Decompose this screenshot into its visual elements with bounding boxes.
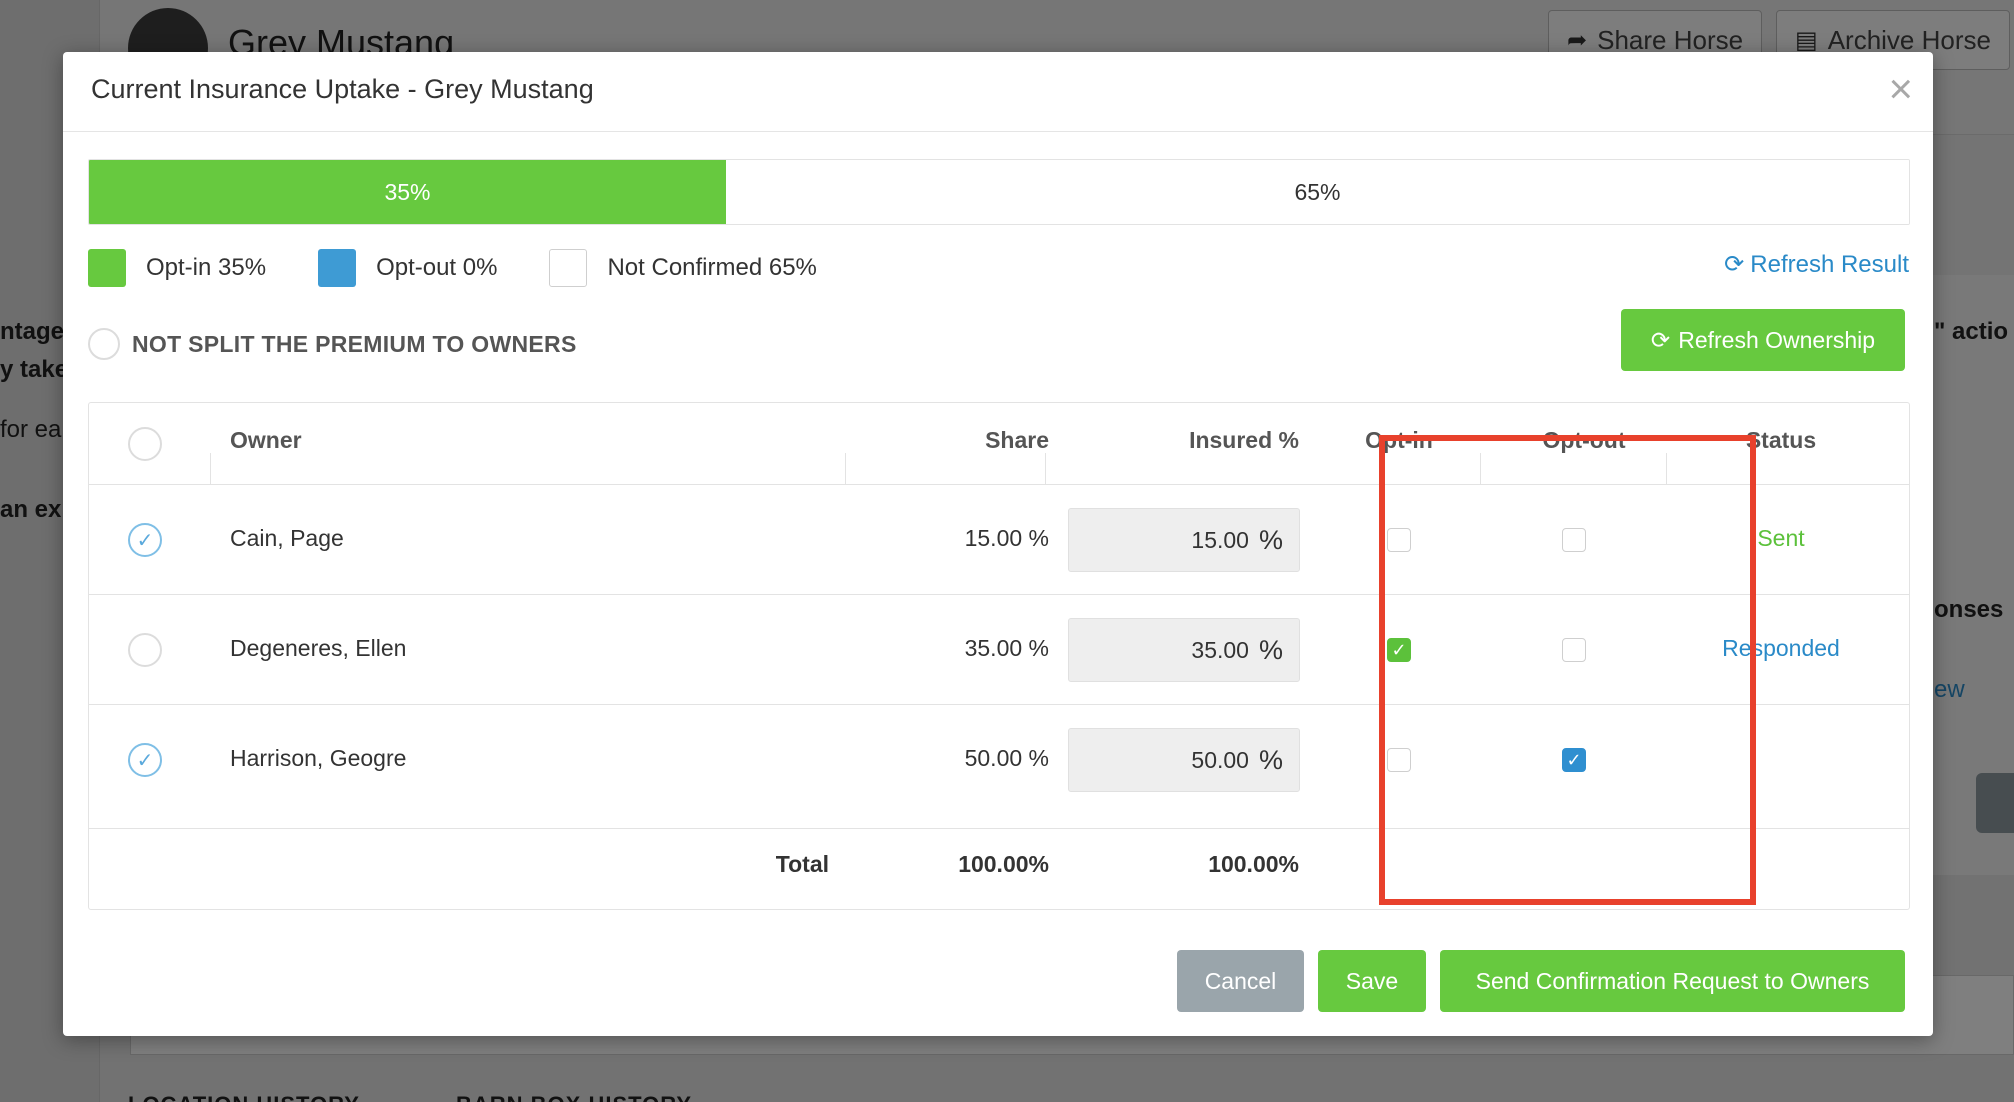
header-insured: Insured % — [1189, 427, 1299, 453]
refresh-ownership-button[interactable]: ⟳ Refresh Ownership — [1621, 309, 1905, 371]
uptake-legend: Opt-in 35% Opt-out 0% Not Confirmed 65% — [88, 248, 869, 288]
insured-percent-input[interactable]: 35.00 % — [1068, 618, 1300, 682]
table-row: Degeneres, Ellen 35.00 % 35.00 % ✓ Respo… — [89, 595, 1909, 705]
legend-optin: Opt-in 35% — [88, 249, 266, 287]
split-premium-radio[interactable] — [88, 328, 120, 360]
owner-name: Degeneres, Ellen — [230, 635, 407, 661]
check-icon: ✓ — [1566, 749, 1582, 770]
header-status: Status — [1745, 427, 1817, 453]
percent-symbol: % — [1258, 634, 1283, 665]
legend-not-confirmed-label: Not Confirmed 65% — [607, 254, 817, 281]
legend-optout: Opt-out 0% — [318, 249, 497, 287]
close-icon[interactable]: × — [1888, 65, 1913, 112]
table-row: ✓ Harrison, Geogre 50.00 % 50.00 % ✓ — [89, 705, 1909, 829]
percent-symbol: % — [1258, 524, 1283, 555]
refresh-icon: ⟳ — [1724, 251, 1745, 278]
optin-checkbox[interactable]: ✓ — [1387, 638, 1411, 662]
not-confirmed-progress-segment: 65% — [726, 160, 1909, 224]
optout-swatch — [318, 249, 357, 287]
refresh-result-link[interactable]: ⟳ Refresh Result — [1724, 250, 1909, 279]
optin-checkbox[interactable] — [1387, 528, 1411, 552]
row-select-radio[interactable] — [128, 633, 162, 667]
save-button[interactable]: Save — [1318, 950, 1426, 1012]
insured-value: 35.00 — [1191, 636, 1249, 663]
insured-percent-input[interactable]: 15.00 % — [1068, 508, 1300, 572]
table-row: ✓ Cain, Page 15.00 % 15.00 % Sent — [89, 485, 1909, 595]
optin-progress-segment: 35% — [89, 160, 726, 224]
status-badge: Responded — [1722, 635, 1840, 661]
send-confirmation-button[interactable]: Send Confirmation Request to Owners — [1440, 950, 1905, 1012]
owner-name: Harrison, Geogre — [230, 745, 407, 771]
not-confirmed-swatch — [549, 249, 588, 287]
owner-share: 35.00 % — [964, 635, 1049, 661]
legend-optin-label: Opt-in 35% — [146, 254, 267, 281]
uptake-progress-bar: 35% 65% — [88, 159, 1910, 225]
modal-header: Current Insurance Uptake - Grey Mustang … — [63, 52, 1933, 132]
row-select-radio[interactable]: ✓ — [128, 523, 162, 557]
owner-name: Cain, Page — [230, 525, 344, 551]
total-insured: 100.00% — [1208, 851, 1299, 877]
insured-percent-input[interactable]: 50.00 % — [1068, 728, 1300, 792]
refresh-ownership-label: Refresh Ownership — [1678, 326, 1876, 353]
header-separator — [1045, 453, 1046, 485]
refresh-result-label: Refresh Result — [1750, 250, 1909, 278]
optout-checkbox[interactable] — [1562, 528, 1586, 552]
select-all-radio[interactable] — [128, 427, 162, 461]
legend-not-confirmed: Not Confirmed 65% — [549, 249, 817, 287]
optin-optout-highlight-box — [1379, 435, 1756, 905]
header-share: Share — [985, 427, 1049, 453]
header-owner: Owner — [230, 427, 302, 453]
legend-optout-label: Opt-out 0% — [376, 254, 498, 281]
total-label: Total — [775, 851, 829, 877]
split-premium-option[interactable]: NOT SPLIT THE PREMIUM TO OWNERS — [88, 328, 577, 360]
percent-symbol: % — [1258, 744, 1283, 775]
refresh-icon: ⟳ — [1650, 326, 1671, 353]
split-premium-label: NOT SPLIT THE PREMIUM TO OWNERS — [132, 330, 577, 357]
modal-title: Current Insurance Uptake - Grey Mustang — [91, 74, 594, 104]
owner-share: 50.00 % — [964, 745, 1049, 771]
insured-value: 50.00 — [1191, 746, 1249, 773]
optout-checkbox[interactable]: ✓ — [1562, 748, 1586, 772]
row-select-radio[interactable]: ✓ — [128, 743, 162, 777]
owners-table: Owner Share Insured % Opt-in Opt-out Sta… — [88, 402, 1910, 910]
insurance-uptake-modal: Current Insurance Uptake - Grey Mustang … — [63, 52, 1933, 1036]
status-badge: Sent — [1757, 525, 1805, 551]
optin-checkbox[interactable] — [1387, 748, 1411, 772]
header-separator — [845, 453, 846, 485]
header-separator — [210, 453, 211, 485]
optout-checkbox[interactable] — [1562, 638, 1586, 662]
optin-swatch — [88, 249, 126, 287]
insured-value: 15.00 — [1191, 526, 1249, 553]
check-icon: ✓ — [1391, 639, 1407, 660]
header-separator — [1666, 453, 1667, 485]
cancel-button[interactable]: Cancel — [1177, 950, 1304, 1012]
total-share: 100.00% — [958, 851, 1049, 877]
header-separator — [1480, 453, 1481, 485]
owner-share: 15.00 % — [964, 525, 1049, 551]
